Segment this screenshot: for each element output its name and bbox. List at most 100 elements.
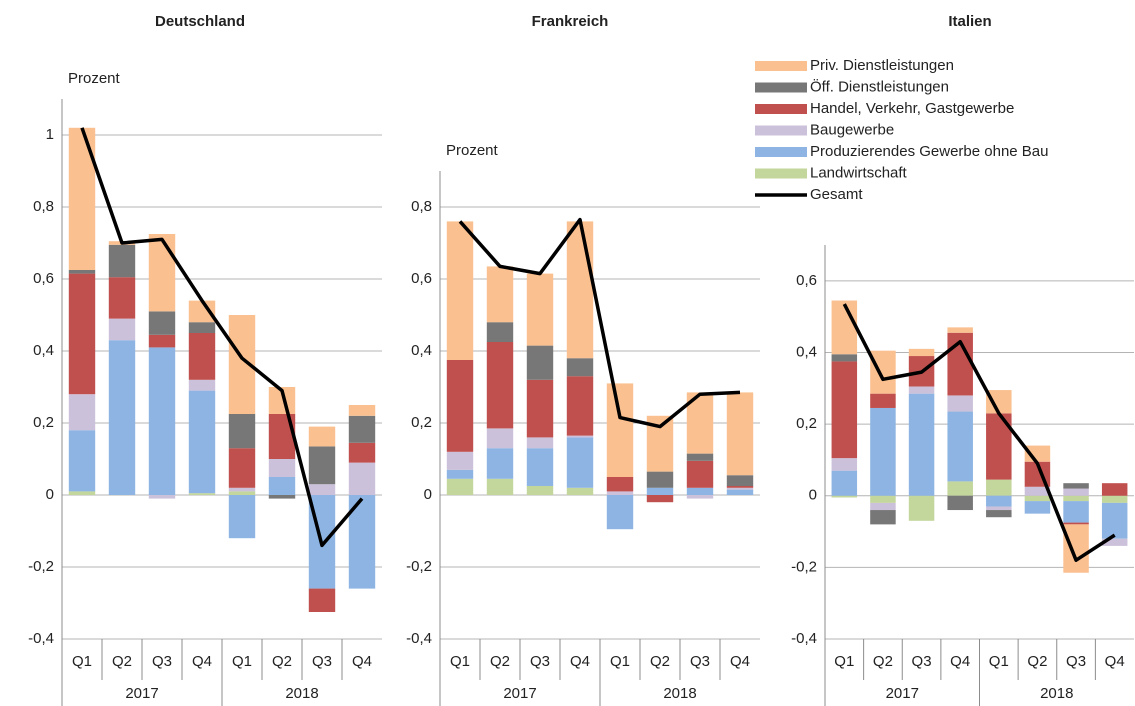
x-tick-label: Q4 — [950, 653, 970, 670]
bar-segment — [526, 379, 554, 438]
bar-segment — [486, 322, 514, 342]
bar-segment — [348, 462, 376, 495]
bar-segment — [526, 486, 554, 495]
x-tick-label: Q3 — [152, 653, 172, 670]
x-tick-label: Q3 — [912, 653, 932, 670]
legend-swatch — [755, 104, 807, 114]
group-label: 2017 — [886, 685, 919, 702]
x-tick-label: Q3 — [312, 653, 332, 670]
bar-segment — [188, 300, 216, 323]
y-tick-label: -0,4 — [791, 630, 817, 647]
legend-label: Produzierendes Gewerbe ohne Bau — [810, 143, 1049, 160]
legend-label: Landwirtschaft — [810, 164, 908, 181]
y-tick-label: 0 — [46, 486, 54, 503]
legend-swatch — [755, 82, 807, 93]
bar-segment — [947, 495, 973, 511]
bar-segment — [686, 495, 714, 499]
bar-segment — [1063, 522, 1089, 525]
bar-segment — [446, 451, 474, 470]
legend-label: Priv. Dienstleistungen — [810, 57, 954, 74]
legend-label: Handel, Verkehr, Gastgewerbe — [810, 100, 1014, 117]
bar-segment — [646, 495, 674, 503]
bar-segment — [646, 487, 674, 495]
y-tick-label: 1 — [46, 126, 54, 143]
panel-title: Deutschland — [155, 13, 245, 30]
bar-segment — [68, 273, 96, 395]
y-tick-label: -0,4 — [28, 630, 54, 647]
bar-segment — [486, 342, 514, 429]
bar-segment — [831, 458, 858, 471]
bar-segment — [947, 327, 973, 333]
group-label: 2017 — [125, 685, 158, 702]
y-tick-label: 0,4 — [33, 342, 54, 359]
legend-label: Baugewerbe — [810, 121, 894, 138]
x-tick-label: Q3 — [530, 653, 550, 670]
bar-segment — [986, 506, 1012, 511]
x-tick-label: Q1 — [834, 653, 854, 670]
bar-segment — [486, 448, 514, 479]
x-tick-label: Q1 — [450, 653, 470, 670]
bar-segment — [148, 334, 176, 348]
bar-segment — [686, 487, 714, 495]
group-label: 2018 — [285, 685, 318, 702]
legend-swatch — [755, 61, 807, 71]
x-tick-label: Q1 — [989, 653, 1009, 670]
x-tick-label: Q3 — [1066, 653, 1086, 670]
bar-segment — [68, 394, 96, 431]
total-line — [842, 303, 1116, 562]
bar-segment — [1101, 538, 1128, 546]
bar-segment — [831, 470, 858, 496]
bar-segment — [148, 234, 176, 312]
y-axis-label: Prozent — [446, 142, 499, 159]
legend-swatch — [755, 147, 807, 157]
y-tick-label: 0,8 — [33, 198, 54, 215]
total-line — [80, 127, 364, 548]
bar-segment — [566, 221, 594, 359]
bar-segment — [148, 495, 176, 499]
bar-segment — [486, 266, 514, 323]
x-tick-label: Q1 — [232, 653, 252, 670]
bar-segment — [566, 376, 594, 436]
bar-segment — [908, 348, 935, 357]
bar-segment — [486, 428, 514, 449]
bar-segment — [606, 477, 634, 492]
bar-segment — [1101, 495, 1128, 503]
x-tick-label: Q4 — [192, 653, 212, 670]
bar-segment — [986, 479, 1012, 496]
y-tick-label: 0 — [809, 487, 817, 504]
bar-segment — [188, 322, 216, 333]
bar-segment — [446, 360, 474, 452]
bar-segment — [566, 437, 594, 488]
bar-segment — [1063, 488, 1089, 496]
bar-segment — [526, 345, 554, 380]
bar-segment — [870, 502, 896, 511]
y-tick-label: -0,2 — [791, 558, 817, 575]
x-tick-label: Q4 — [570, 653, 590, 670]
bar-segment — [108, 277, 136, 319]
x-tick-label: Q2 — [490, 653, 510, 670]
panel-title: Italien — [948, 13, 991, 30]
bar-segment — [726, 489, 754, 495]
bar-segment — [726, 475, 754, 486]
bar-segment — [947, 481, 973, 496]
x-tick-label: Q2 — [272, 653, 292, 670]
y-tick-label: 0,6 — [411, 270, 432, 287]
bar-segment — [228, 487, 256, 492]
bar-segment — [870, 350, 896, 394]
x-tick-label: Q2 — [650, 653, 670, 670]
bar-segment — [526, 448, 554, 486]
bar-segment — [68, 491, 96, 495]
bar-segment — [606, 495, 634, 530]
bar-segment — [726, 392, 754, 476]
legend-swatch — [755, 125, 807, 136]
bar-segment — [228, 414, 256, 449]
bar-segment — [726, 486, 754, 488]
group-label: 2018 — [1040, 685, 1073, 702]
bar-segment — [870, 407, 896, 496]
bar-segment — [108, 340, 136, 495]
bar-segment — [268, 495, 296, 499]
bar-segment — [1101, 483, 1128, 496]
bar-segment — [228, 495, 256, 539]
bar-segment — [831, 300, 858, 355]
